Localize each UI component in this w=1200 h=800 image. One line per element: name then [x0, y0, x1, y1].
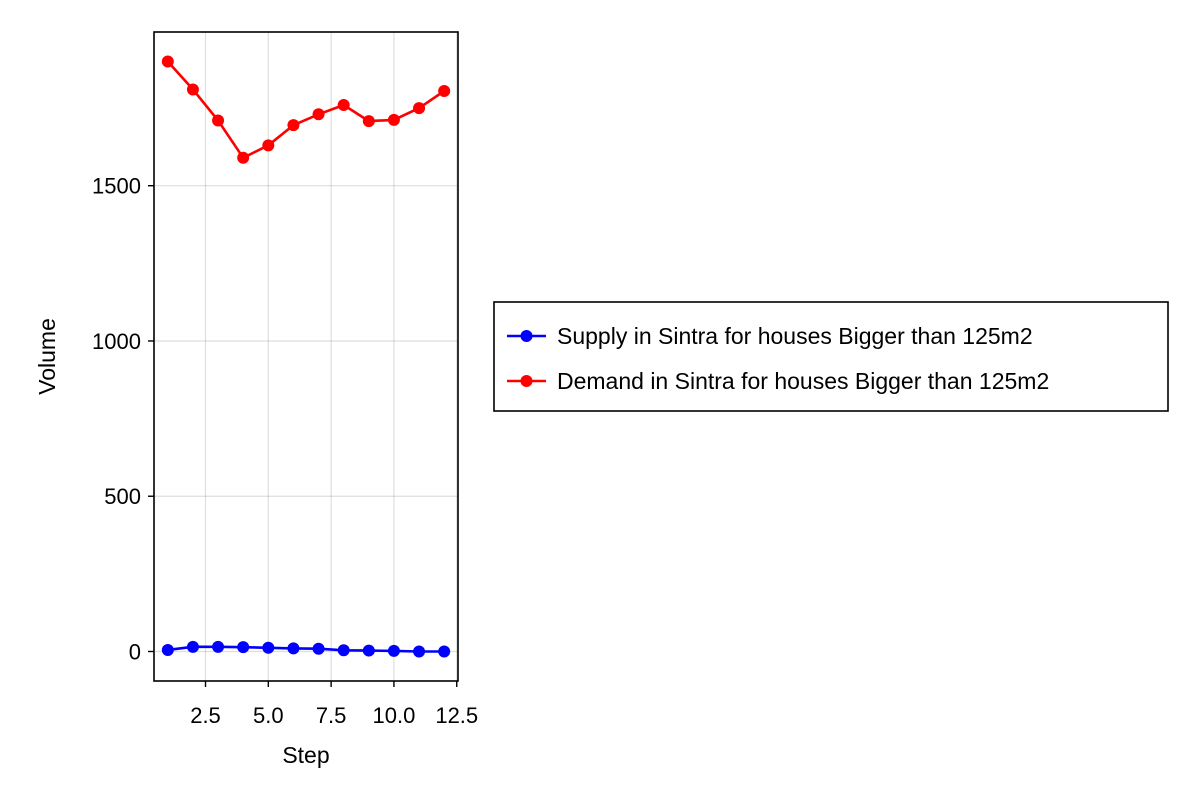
series-line	[166, 60, 445, 160]
data-point	[262, 139, 275, 152]
data-point	[362, 115, 375, 128]
tick-layer: 2.5 5.0 7.5 10.0 12.5 0 500 1000 1500	[92, 174, 478, 728]
y-tick-label: 1000	[92, 329, 141, 354]
series-1	[161, 640, 451, 658]
data-point	[337, 644, 350, 657]
data-point	[413, 645, 426, 658]
legend-items: Supply in Sintra for houses Bigger than …	[507, 323, 1049, 394]
series-line	[167, 645, 445, 653]
legend-item-1: Supply in Sintra for houses Bigger than …	[507, 323, 1033, 349]
legend-label: Demand in Sintra for houses Bigger than …	[557, 368, 1049, 394]
series-2	[161, 55, 451, 164]
legend-marker	[520, 375, 533, 387]
data-point	[237, 151, 250, 164]
plot-frame	[153, 31, 459, 682]
data-point	[212, 640, 225, 653]
legend: Supply in Sintra for houses Bigger than …	[493, 301, 1169, 412]
y-axis-title: Volume	[34, 318, 60, 395]
data-point	[161, 643, 174, 656]
data-point	[312, 108, 325, 121]
data-point	[186, 83, 199, 96]
data-point	[312, 642, 325, 655]
data-point	[438, 85, 451, 97]
x-tick-label: 2.5	[190, 703, 221, 728]
data-point	[237, 641, 250, 654]
data-point	[287, 119, 300, 132]
data-point	[212, 114, 225, 127]
data-point	[337, 98, 350, 111]
data-point	[262, 641, 275, 654]
x-tick-label: 12.5	[435, 703, 478, 728]
data-point	[186, 640, 199, 653]
legend-marker	[520, 330, 533, 342]
data-point	[387, 644, 400, 657]
y-tick-label: 1500	[92, 174, 141, 199]
y-tick-label: 0	[129, 640, 141, 665]
data-point	[161, 55, 174, 68]
series-layer	[161, 55, 451, 658]
data-point	[413, 102, 426, 115]
legend-item-2: Demand in Sintra for houses Bigger than …	[507, 368, 1049, 394]
y-tick-label: 500	[104, 484, 141, 509]
x-axis-title: Step	[282, 742, 329, 768]
grid-layer	[154, 32, 458, 681]
x-tick-label: 7.5	[316, 703, 347, 728]
data-point	[287, 642, 300, 655]
data-point	[438, 645, 451, 658]
data-point	[362, 644, 375, 657]
x-tick-label: 5.0	[253, 703, 284, 728]
legend-label: Supply in Sintra for houses Bigger than …	[557, 323, 1033, 349]
legend-frame	[493, 301, 1169, 412]
data-point	[387, 113, 400, 126]
x-tick-label: 10.0	[373, 703, 416, 728]
